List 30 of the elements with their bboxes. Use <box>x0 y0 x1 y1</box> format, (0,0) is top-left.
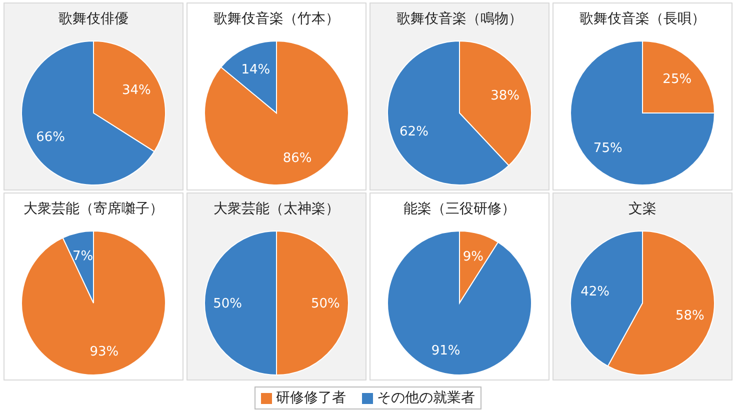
chart-title: 能楽（三役研修） <box>404 201 516 217</box>
pie-slice <box>570 40 715 186</box>
chart-title: 歌舞伎音楽（鳴物） <box>396 11 522 27</box>
data-label: 50% <box>213 296 242 312</box>
data-label: 38% <box>490 88 520 104</box>
chart-title: 歌舞伎音楽（長唄） <box>580 11 706 27</box>
data-label: 50% <box>311 296 340 312</box>
legend-label: 研修修了者 <box>276 390 346 406</box>
data-label: 25% <box>662 72 692 87</box>
data-label: 7% <box>72 248 94 264</box>
pie-slice <box>21 230 166 376</box>
legend-label: その他の就業者 <box>377 390 475 406</box>
data-label: 34% <box>122 82 151 98</box>
data-label: 58% <box>675 308 704 324</box>
chart-title: 文楽 <box>628 201 656 217</box>
chart-title: 歌舞伎音楽（竹本） <box>214 11 340 27</box>
chart-title: 大衆芸能（寄席囃子） <box>24 201 164 217</box>
data-label: 42% <box>580 284 610 300</box>
data-label: 62% <box>400 124 428 140</box>
data-label: 93% <box>90 344 119 360</box>
data-label: 66% <box>36 130 66 146</box>
data-label: 86% <box>282 150 312 166</box>
data-label: 91% <box>431 344 460 359</box>
data-label: 14% <box>241 62 270 78</box>
data-label: 9% <box>462 250 484 265</box>
chart-title: 大衆芸能（太神楽） <box>214 201 340 217</box>
data-label: 75% <box>593 141 622 156</box>
chart-title: 歌舞伎俳優 <box>58 11 128 27</box>
pie-slice <box>387 230 532 376</box>
pie-slice <box>204 40 349 186</box>
